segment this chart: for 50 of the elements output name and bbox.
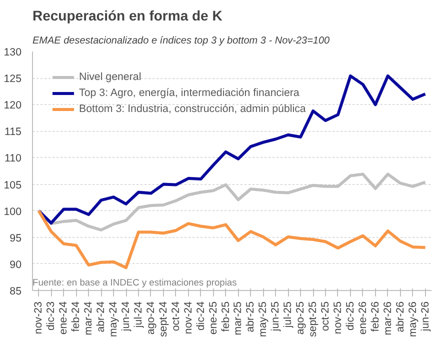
y-tick-label: 85 — [10, 286, 22, 298]
x-tick-label: ene-25 — [207, 301, 220, 335]
y-tick-label: 105 — [4, 179, 22, 192]
y-tick-label: 100 — [4, 206, 22, 218]
legend-label: Nivel general — [79, 71, 142, 83]
y-tick-label: 130 — [4, 46, 22, 58]
x-tick-label: sept-24 — [157, 301, 170, 338]
x-tick-label: abr-26 — [394, 301, 406, 332]
x-tick-label: mar-26 — [382, 301, 394, 336]
legend-label: Bottom 3: Industria, construcción, admin pública — [79, 103, 306, 115]
x-tick-label: ene-26 — [356, 301, 369, 335]
x-tick-label: oct-24 — [170, 301, 182, 332]
y-tick-label: 115 — [4, 126, 22, 138]
x-tick-label: sept-25 — [307, 301, 320, 338]
line-series — [37, 74, 427, 225]
x-tick-label: dic-24 — [194, 301, 207, 331]
y-tick-label: 110 — [4, 152, 22, 165]
x-tick-label: jun-24 — [120, 301, 132, 332]
x-tick-label: may-25 — [257, 301, 270, 338]
x-tick-label: nov-23 — [32, 301, 45, 334]
x-tick-label: nov-25 — [332, 301, 344, 334]
x-tick-label: feb-24 — [70, 301, 82, 332]
x-tick-label: feb-26 — [369, 301, 382, 332]
y-tick-label: 95 — [10, 232, 22, 244]
chart-title: Recuperación en forma de K — [32, 8, 222, 24]
x-tick-label: dic-23 — [45, 301, 58, 331]
x-tick-label: jun-25 — [270, 301, 282, 332]
y-tick-label: 90 — [10, 258, 22, 271]
x-tick-label: mar-24 — [82, 301, 95, 336]
annotation: Fuente: en base a INDEC y estimaciones propias — [32, 278, 238, 288]
x-tick-label: nov-24 — [182, 301, 194, 334]
legend-label: Top 3: Agro, energía, intermediación financiera — [79, 87, 300, 99]
x-tick-label: jul-25 — [282, 301, 294, 329]
x-tick-label: mar-25 — [232, 301, 244, 336]
x-tick-label: oct-25 — [320, 301, 332, 332]
y-tick-label: 125 — [4, 73, 22, 86]
x-tick-label: jul-24 — [132, 301, 144, 329]
x-tick-label: jun-26 — [419, 301, 432, 332]
x-tick-label: may-26 — [406, 301, 419, 338]
x-tick-label: dic-25 — [344, 301, 356, 331]
y-tick-label: 120 — [4, 100, 22, 112]
x-tick-label: may-24 — [108, 301, 120, 338]
x-tick-label: ene-24 — [58, 301, 70, 335]
x-tick-label: ago-25 — [294, 301, 307, 335]
x-tick-label: feb-25 — [220, 301, 232, 332]
x-tick-label: ago-24 — [144, 301, 157, 335]
line-series — [37, 209, 427, 270]
chart-subtitle: EMAE desestacionalizado e índices top 3 y bottom 3 - Nov-23=100 — [32, 36, 330, 46]
x-tick-label: abr-24 — [95, 301, 108, 332]
x-tick-label: abr-25 — [244, 301, 257, 332]
